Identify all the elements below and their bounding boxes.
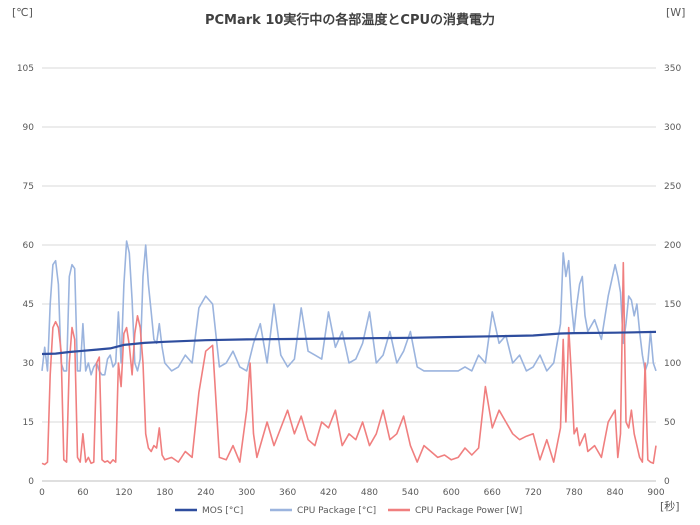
- x-axis-ticks: 0 60 120 180 240 300 360 420 480 540 600 660 720 780 8…: [39, 488, 665, 498]
- x-tick-label: 300: [238, 488, 255, 498]
- right-tick-label: 50: [664, 418, 676, 428]
- left-axis-unit: [℃]: [12, 6, 33, 19]
- x-tick-label: 0: [39, 488, 45, 498]
- x-tick-label: 780: [566, 488, 583, 498]
- left-tick-label: 60: [23, 241, 35, 251]
- legend-label-0: MOS [°C]: [202, 506, 243, 516]
- left-tick-label: 0: [28, 477, 34, 487]
- left-axis-ticks: 0 15 30 45 60 75 90 105: [17, 64, 34, 487]
- x-tick-label: 900: [647, 488, 664, 498]
- left-tick-label: 30: [23, 359, 35, 369]
- left-tick-label: 75: [23, 182, 34, 192]
- gridlines: [42, 67, 656, 482]
- x-tick-label: 240: [197, 488, 214, 498]
- legend-label-1: CPU Package [°C]: [297, 506, 376, 516]
- left-tick-label: 15: [23, 418, 34, 428]
- right-tick-label: 350: [664, 64, 681, 74]
- x-tick-label: 120: [115, 488, 132, 498]
- series-line-2: [41, 261, 657, 466]
- right-axis-unit: [W]: [666, 6, 685, 19]
- legend-label-2: CPU Package Power [W]: [415, 506, 522, 516]
- x-tick-label: 540: [402, 488, 419, 498]
- right-tick-label: 200: [664, 241, 681, 251]
- series-line-1: [41, 240, 657, 376]
- left-tick-label: 105: [17, 64, 34, 74]
- right-tick-label: 150: [664, 300, 681, 310]
- x-tick-label: 180: [156, 488, 173, 498]
- right-tick-label: 250: [664, 182, 681, 192]
- left-tick-label: 45: [23, 300, 34, 310]
- x-tick-label: 720: [525, 488, 542, 498]
- legend: MOS [°C] CPU Package [°C] CPU Package Powe…: [175, 506, 522, 516]
- x-tick-label: 420: [320, 488, 337, 498]
- x-tick-label: 840: [606, 488, 623, 498]
- left-tick-label: 90: [23, 123, 35, 133]
- chart-title: PCMark 10実行中の各部温度とCPUの消費電力: [205, 12, 495, 28]
- x-tick-label: 600: [443, 488, 460, 498]
- right-tick-label: 0: [664, 477, 670, 487]
- x-tick-label: 480: [361, 488, 378, 498]
- right-axis-ticks: 0 50 100 150 200 250 300 350: [664, 64, 681, 487]
- x-tick-label: 60: [77, 488, 89, 498]
- x-tick-label: 660: [484, 488, 501, 498]
- x-tick-label: 360: [279, 488, 296, 498]
- right-tick-label: 100: [664, 359, 681, 369]
- plot-series: [41, 240, 657, 466]
- series-line-0: [41, 330, 657, 356]
- x-axis-unit: [秒]: [660, 499, 680, 513]
- right-tick-label: 300: [664, 123, 681, 133]
